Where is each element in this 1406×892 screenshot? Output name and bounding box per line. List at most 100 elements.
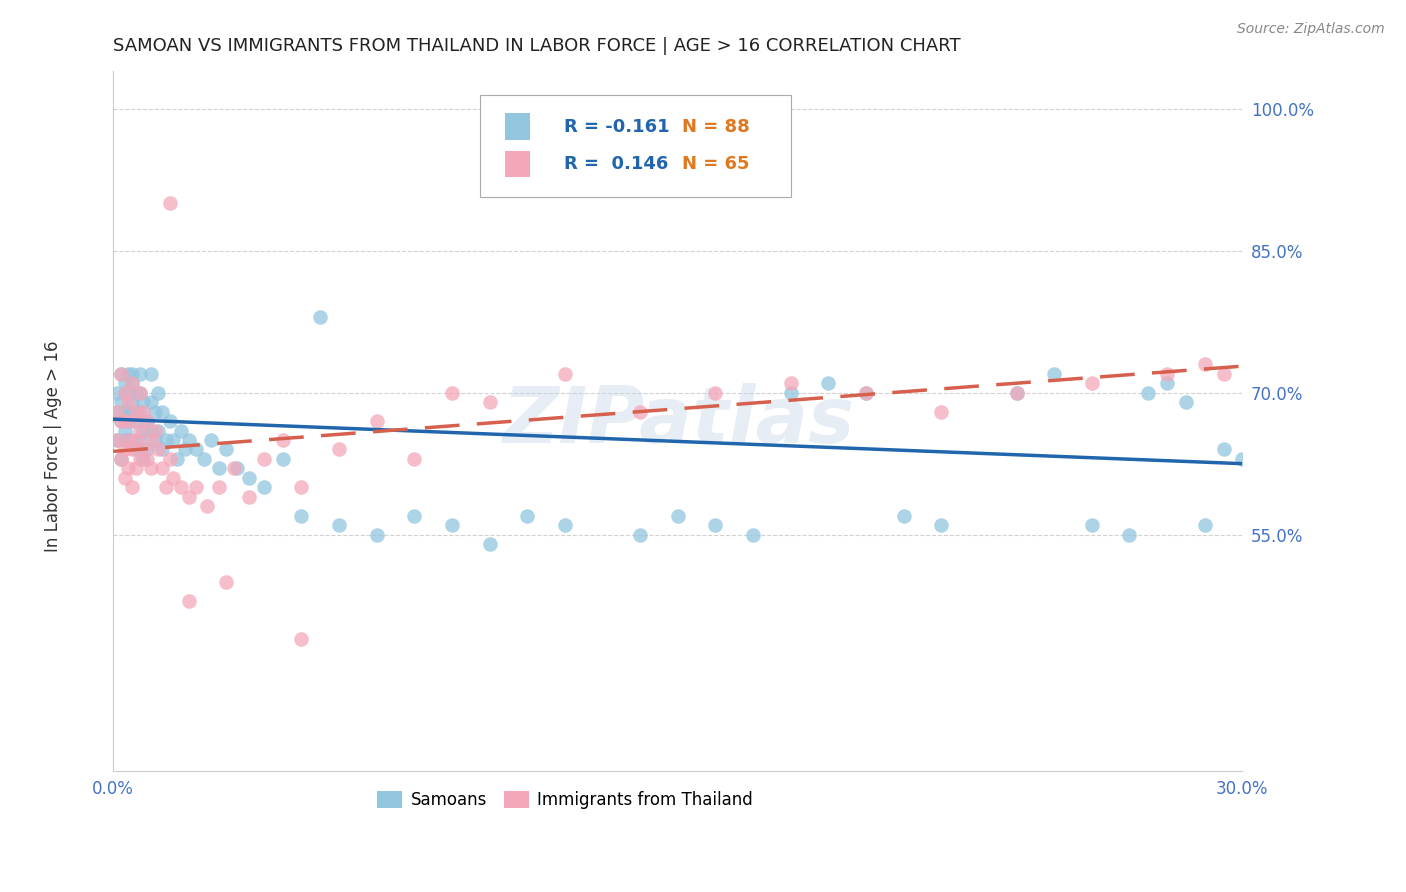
Point [132, 452, 155, 467]
Point [114, 385, 136, 400]
Text: In Labor Force | Age > 16: In Labor Force | Age > 16 [45, 340, 62, 552]
Point [1005, 385, 1028, 400]
Point [132, 424, 155, 438]
Point [1081, 518, 1104, 533]
Point [105, 385, 128, 400]
Point [114, 376, 136, 391]
Point [139, 461, 162, 475]
Point [893, 508, 915, 523]
Point [166, 452, 188, 467]
Point [1212, 367, 1234, 381]
Point [121, 433, 143, 447]
Text: N = 88: N = 88 [682, 118, 749, 136]
Point [253, 452, 276, 467]
Point [110, 395, 132, 409]
Point [132, 404, 155, 418]
Point [184, 480, 207, 494]
Point [117, 414, 139, 428]
Point [478, 395, 501, 409]
Point [195, 500, 218, 514]
Point [290, 508, 312, 523]
Point [170, 480, 193, 494]
Point [1081, 376, 1104, 391]
Point [1232, 452, 1254, 467]
Text: R =  0.146: R = 0.146 [564, 155, 668, 173]
Text: N = 65: N = 65 [682, 155, 749, 173]
Point [110, 367, 132, 381]
Point [128, 452, 150, 467]
Point [128, 433, 150, 447]
Point [290, 632, 312, 646]
Point [226, 461, 249, 475]
Point [143, 433, 166, 447]
Point [1194, 518, 1216, 533]
Point [162, 433, 184, 447]
Point [404, 508, 426, 523]
Point [114, 385, 136, 400]
Point [121, 480, 143, 494]
Point [628, 404, 651, 418]
Point [105, 404, 128, 418]
Point [105, 433, 128, 447]
Point [1194, 357, 1216, 371]
Point [404, 452, 426, 467]
Point [222, 461, 245, 475]
Point [215, 442, 238, 457]
Point [125, 404, 148, 418]
Point [159, 414, 181, 428]
Point [159, 452, 181, 467]
Point [114, 471, 136, 485]
Point [128, 424, 150, 438]
Point [929, 404, 952, 418]
Point [779, 385, 801, 400]
Point [155, 480, 177, 494]
Point [110, 414, 132, 428]
Point [136, 414, 159, 428]
Point [704, 518, 727, 533]
Point [117, 385, 139, 400]
Point [117, 404, 139, 418]
Point [114, 442, 136, 457]
Point [132, 395, 155, 409]
Point [136, 414, 159, 428]
Point [162, 471, 184, 485]
Point [554, 367, 576, 381]
Point [125, 461, 148, 475]
Point [114, 414, 136, 428]
Point [117, 461, 139, 475]
Point [125, 433, 148, 447]
Point [110, 452, 132, 467]
Point [114, 433, 136, 447]
FancyBboxPatch shape [505, 113, 530, 140]
Point [170, 424, 193, 438]
Point [704, 385, 727, 400]
Point [117, 433, 139, 447]
Point [155, 433, 177, 447]
Point [139, 433, 162, 447]
Point [128, 385, 150, 400]
Point [1156, 376, 1178, 391]
Point [143, 424, 166, 438]
Point [132, 442, 155, 457]
Point [177, 490, 200, 504]
Point [125, 404, 148, 418]
Point [128, 367, 150, 381]
Point [121, 376, 143, 391]
Point [110, 414, 132, 428]
Point [779, 376, 801, 391]
Point [817, 376, 839, 391]
Point [855, 385, 877, 400]
Point [117, 395, 139, 409]
Point [114, 404, 136, 418]
Point [105, 433, 128, 447]
Point [328, 518, 350, 533]
Point [173, 442, 195, 457]
FancyBboxPatch shape [481, 95, 790, 197]
Point [150, 461, 173, 475]
Point [193, 452, 215, 467]
Point [1043, 367, 1066, 381]
Point [150, 404, 173, 418]
Point [1137, 385, 1160, 400]
Point [440, 385, 463, 400]
Point [128, 404, 150, 418]
